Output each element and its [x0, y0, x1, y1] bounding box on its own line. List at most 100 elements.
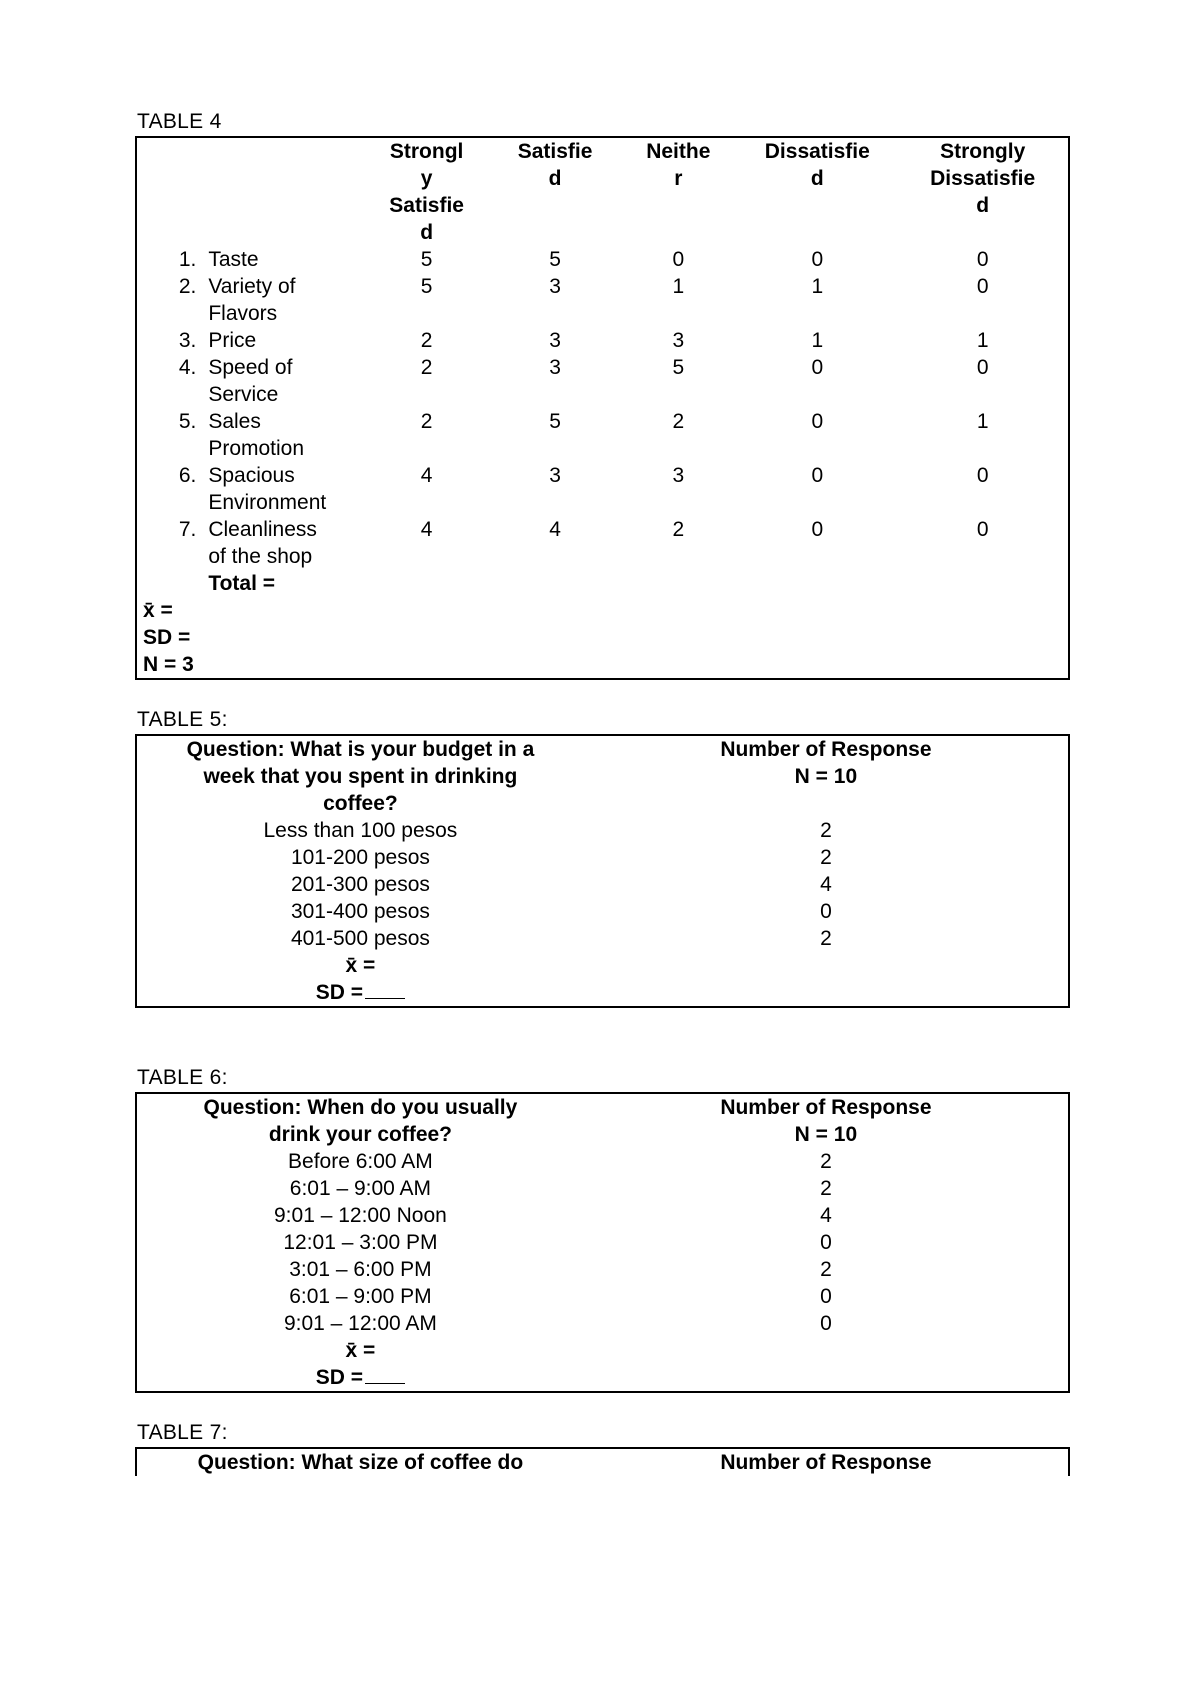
row-num: 6.: [136, 462, 202, 516]
row-num: 1.: [136, 246, 202, 273]
table-row: 4. Speed of Service 2 3 5 0 0: [136, 354, 1069, 408]
xbar-label: x̄ =: [136, 1337, 584, 1364]
sd-label: SD =: [136, 1364, 584, 1392]
cell: 0: [584, 1283, 1069, 1310]
table-row: 3. Price 2 3 3 1 1: [136, 327, 1069, 354]
xbar-label: x̄ =: [136, 597, 1069, 624]
table-row: 1. Taste 5 5 0 0 0: [136, 246, 1069, 273]
t6-response-header: Number of Response N = 10: [584, 1093, 1069, 1148]
row-label: Taste: [202, 246, 362, 273]
table-row: SD =: [136, 624, 1069, 651]
table-row: 9:01 – 12:00 AM0: [136, 1310, 1069, 1337]
row-label: 401-500 pesos: [136, 925, 584, 952]
table-row: SD =: [136, 1364, 1069, 1392]
table7: Question: What size of coffee do Number …: [135, 1447, 1070, 1476]
t7-question: Question: What size of coffee do: [136, 1448, 584, 1476]
t4-col1-l1: Strongl: [390, 140, 464, 163]
row-label: Before 6:00 AM: [136, 1148, 584, 1175]
cell: 0: [897, 246, 1069, 273]
row-label: Less than 100 pesos: [136, 817, 584, 844]
row-num: 4.: [136, 354, 202, 408]
cell: 4: [362, 516, 490, 570]
table6: Question: When do you usually drink your…: [135, 1092, 1070, 1393]
table-row: 6:01 – 9:00 PM0: [136, 1283, 1069, 1310]
t4-col3-l1: Neithe: [646, 140, 710, 163]
table-row: Less than 100 pesos2: [136, 817, 1069, 844]
cell: 2: [619, 516, 737, 570]
row-num: 2.: [136, 273, 202, 327]
cell: 1: [737, 273, 897, 327]
table-row: 6. Spacious Environment 4 3 3 0 0: [136, 462, 1069, 516]
cell: 0: [737, 354, 897, 408]
cell: 1: [737, 327, 897, 354]
table-row: x̄ =: [136, 1337, 1069, 1364]
t4-col4-l2: d: [811, 167, 824, 190]
cell: 0: [737, 516, 897, 570]
table-row: Before 6:00 AM2: [136, 1148, 1069, 1175]
t7-response-header: Number of Response: [584, 1448, 1069, 1476]
cell: 1: [897, 408, 1069, 462]
table7-caption: TABLE 7:: [137, 1421, 1070, 1445]
row-num: 3.: [136, 327, 202, 354]
t4-col1-l3: Satisfie: [389, 194, 464, 217]
table-row: 5. Sales Promotion 2 5 2 0 1: [136, 408, 1069, 462]
cell: 2: [584, 1175, 1069, 1202]
t4-col1-l2: y: [421, 167, 433, 190]
row-label: Price: [202, 327, 362, 354]
t4-col5-l2: Dissatisfie: [930, 167, 1035, 190]
t4-col5-l1: Strongly: [940, 140, 1025, 163]
xbar-label: x̄ =: [136, 952, 584, 979]
table-row: 7. Cleanliness of the shop 4 4 2 0 0: [136, 516, 1069, 570]
cell: 0: [619, 246, 737, 273]
t4-col5-l3: d: [976, 194, 989, 217]
cell: 2: [584, 925, 1069, 952]
table-row: 301-400 pesos0: [136, 898, 1069, 925]
cell: 0: [737, 246, 897, 273]
cell: 3: [491, 462, 619, 516]
table-row: 101-200 pesos2: [136, 844, 1069, 871]
t5-response-header: Number of Response N = 10: [584, 735, 1069, 817]
t4-col1-l4: d: [420, 221, 433, 244]
cell: 2: [584, 1148, 1069, 1175]
table-row: 2. Variety of Flavors 5 3 1 1 0: [136, 273, 1069, 327]
cell: 0: [584, 1229, 1069, 1256]
row-label: 101-200 pesos: [136, 844, 584, 871]
cell: 0: [897, 354, 1069, 408]
cell: 5: [362, 246, 490, 273]
cell: 1: [619, 273, 737, 327]
row-label: Speed of Service: [202, 354, 362, 408]
cell: 1: [897, 327, 1069, 354]
cell: 3: [491, 327, 619, 354]
cell: 3: [491, 354, 619, 408]
row-label: Cleanliness of the shop: [202, 516, 362, 570]
cell: 2: [584, 844, 1069, 871]
t6-question: Question: When do you usually drink your…: [136, 1093, 584, 1148]
row-num: 7.: [136, 516, 202, 570]
row-label: 3:01 – 6:00 PM: [136, 1256, 584, 1283]
sd-label: SD =: [136, 979, 584, 1007]
table-row: 3:01 – 6:00 PM2: [136, 1256, 1069, 1283]
cell: 2: [362, 354, 490, 408]
t4-col2-l1: Satisfie: [518, 140, 593, 163]
table-row: x̄ =: [136, 952, 1069, 979]
table-row: 201-300 pesos4: [136, 871, 1069, 898]
row-label: Variety of Flavors: [202, 273, 362, 327]
t4-col2-l2: d: [549, 167, 562, 190]
t5-question: Question: What is your budget in a week …: [136, 735, 584, 817]
table-row: 6:01 – 9:00 AM2: [136, 1175, 1069, 1202]
cell: 0: [584, 1310, 1069, 1337]
table6-caption: TABLE 6:: [137, 1066, 1070, 1090]
cell: 0: [897, 516, 1069, 570]
cell: 4: [584, 1202, 1069, 1229]
row-num: 5.: [136, 408, 202, 462]
cell: 5: [362, 273, 490, 327]
table4-caption: TABLE 4: [137, 110, 1070, 134]
row-label: 12:01 – 3:00 PM: [136, 1229, 584, 1256]
cell: 5: [491, 408, 619, 462]
sd-label: SD =: [136, 624, 1069, 651]
table-row: N = 3: [136, 651, 1069, 679]
cell: 4: [491, 516, 619, 570]
row-label: 9:01 – 12:00 Noon: [136, 1202, 584, 1229]
t4-col4-l1: Dissatisfie: [765, 140, 870, 163]
table-row: 12:01 – 3:00 PM0: [136, 1229, 1069, 1256]
